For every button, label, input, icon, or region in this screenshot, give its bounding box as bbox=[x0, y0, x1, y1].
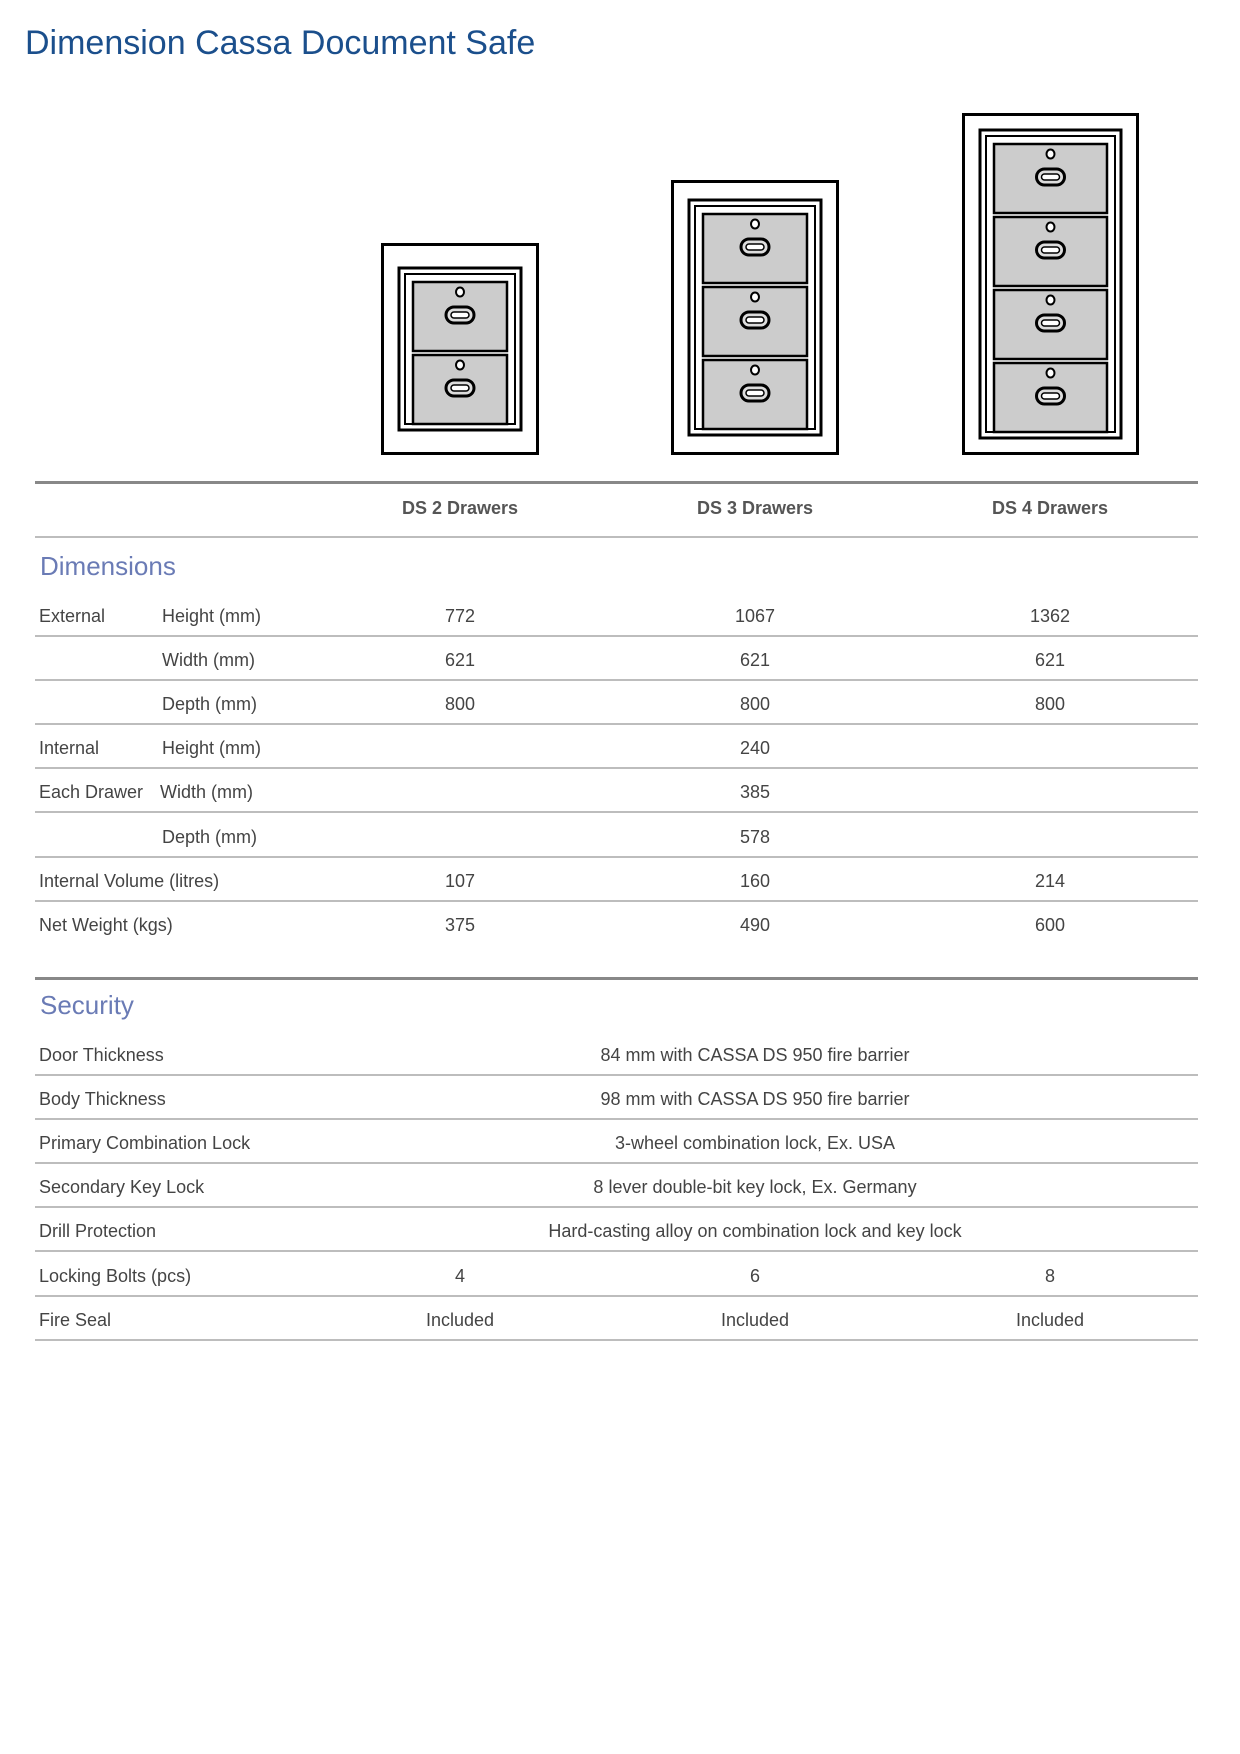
divider bbox=[35, 481, 1198, 484]
row-label: External bbox=[39, 606, 106, 626]
row-divider bbox=[35, 1250, 1198, 1253]
row-value: 772 bbox=[444, 606, 476, 626]
keyhole-icon bbox=[455, 359, 465, 371]
safe-drawing bbox=[961, 113, 1139, 455]
row-value: 621 bbox=[444, 650, 476, 671]
row-sublabel: Height (mm) bbox=[162, 738, 262, 759]
row-divider bbox=[35, 767, 1198, 770]
row-value: Included bbox=[720, 1309, 790, 1330]
row-label: Internal bbox=[39, 738, 100, 759]
section-heading-security: Security bbox=[40, 990, 134, 1020]
keyhole-icon bbox=[1045, 148, 1055, 160]
row-value: 385 bbox=[739, 782, 771, 803]
row-label: Locking Bolts (pcs) bbox=[39, 1265, 192, 1286]
row-sublabel: Width (mm) bbox=[162, 650, 255, 671]
divider bbox=[35, 536, 1198, 538]
row-sublabel: Height (mm) bbox=[162, 606, 262, 626]
row-value: 3-wheel combination lock, Ex. USA bbox=[614, 1133, 896, 1154]
keyhole-icon bbox=[750, 364, 760, 376]
row-label: Net Weight (kgs) bbox=[39, 914, 173, 935]
column-header: DS 3 Drawers bbox=[696, 498, 814, 518]
row-value: 8 lever double-bit key lock, Ex. Germany bbox=[593, 1177, 917, 1198]
row-value: Included bbox=[425, 1309, 495, 1330]
column-header: DS 4 Drawers bbox=[991, 498, 1109, 518]
row-value: Hard-casting alloy on combination lock a… bbox=[548, 1221, 962, 1242]
safe-drawing bbox=[671, 180, 839, 455]
keyhole-icon bbox=[1045, 294, 1055, 306]
row-label: Door Thickness bbox=[39, 1045, 164, 1065]
page-title: Dimension Cassa Document Safe bbox=[25, 24, 536, 62]
row-value: Included bbox=[1015, 1309, 1085, 1330]
row-divider bbox=[35, 1206, 1198, 1209]
row-value: 578 bbox=[739, 826, 771, 847]
safe-drawing bbox=[381, 243, 539, 455]
row-label: Internal Volume (litres) bbox=[39, 870, 220, 891]
row-value: 160 bbox=[739, 870, 771, 891]
row-divider bbox=[35, 1338, 1198, 1341]
keyhole-icon bbox=[1045, 221, 1055, 233]
row-divider bbox=[35, 1118, 1198, 1121]
row-value: 6 bbox=[749, 1265, 761, 1286]
divider bbox=[35, 977, 1198, 980]
row-sublabel: Depth (mm) bbox=[162, 826, 258, 847]
row-value: 214 bbox=[1034, 870, 1066, 891]
row-value: 1067 bbox=[734, 606, 776, 626]
row-value: 600 bbox=[1034, 914, 1066, 935]
row-label: Secondary Key Lock bbox=[39, 1177, 205, 1198]
row-value: 4 bbox=[454, 1265, 466, 1286]
row-divider bbox=[35, 635, 1198, 637]
row-divider bbox=[35, 679, 1198, 682]
section-heading-dimensions: Dimensions bbox=[40, 551, 176, 581]
row-sublabel: Width (mm) bbox=[160, 782, 253, 803]
row-divider bbox=[35, 899, 1198, 902]
row-value: 490 bbox=[739, 914, 771, 935]
keyhole-icon bbox=[1045, 367, 1055, 379]
row-value: 800 bbox=[1034, 694, 1066, 715]
row-value: 8 bbox=[1044, 1265, 1056, 1286]
row-label: Drill Protection bbox=[39, 1221, 157, 1242]
row-divider bbox=[35, 1294, 1198, 1297]
row-value: 240 bbox=[739, 738, 771, 759]
row-value: 800 bbox=[739, 694, 771, 715]
row-value: 1362 bbox=[1029, 606, 1071, 626]
row-value: 621 bbox=[739, 650, 771, 671]
row-value: 98 mm with CASSA DS 950 fire barrier bbox=[600, 1089, 910, 1110]
row-value: 375 bbox=[444, 914, 476, 935]
keyhole-icon bbox=[750, 291, 760, 303]
row-value: 84 mm with CASSA DS 950 fire barrier bbox=[600, 1045, 910, 1065]
row-label: Body Thickness bbox=[39, 1089, 166, 1110]
keyhole-icon bbox=[455, 286, 465, 298]
row-divider bbox=[35, 811, 1198, 814]
row-label: Fire Seal bbox=[39, 1309, 112, 1330]
row-value: 107 bbox=[444, 870, 476, 891]
row-divider bbox=[35, 1162, 1198, 1165]
row-label: Each Drawer bbox=[39, 782, 144, 803]
row-divider bbox=[35, 1074, 1198, 1076]
row-sublabel: Depth (mm) bbox=[162, 694, 258, 715]
row-divider bbox=[35, 855, 1198, 858]
keyhole-icon bbox=[750, 218, 760, 230]
column-header: DS 2 Drawers bbox=[401, 498, 519, 518]
row-divider bbox=[35, 723, 1198, 726]
row-value: 621 bbox=[1034, 650, 1066, 671]
row-label: Primary Combination Lock bbox=[39, 1133, 251, 1154]
row-value: 800 bbox=[444, 694, 476, 715]
